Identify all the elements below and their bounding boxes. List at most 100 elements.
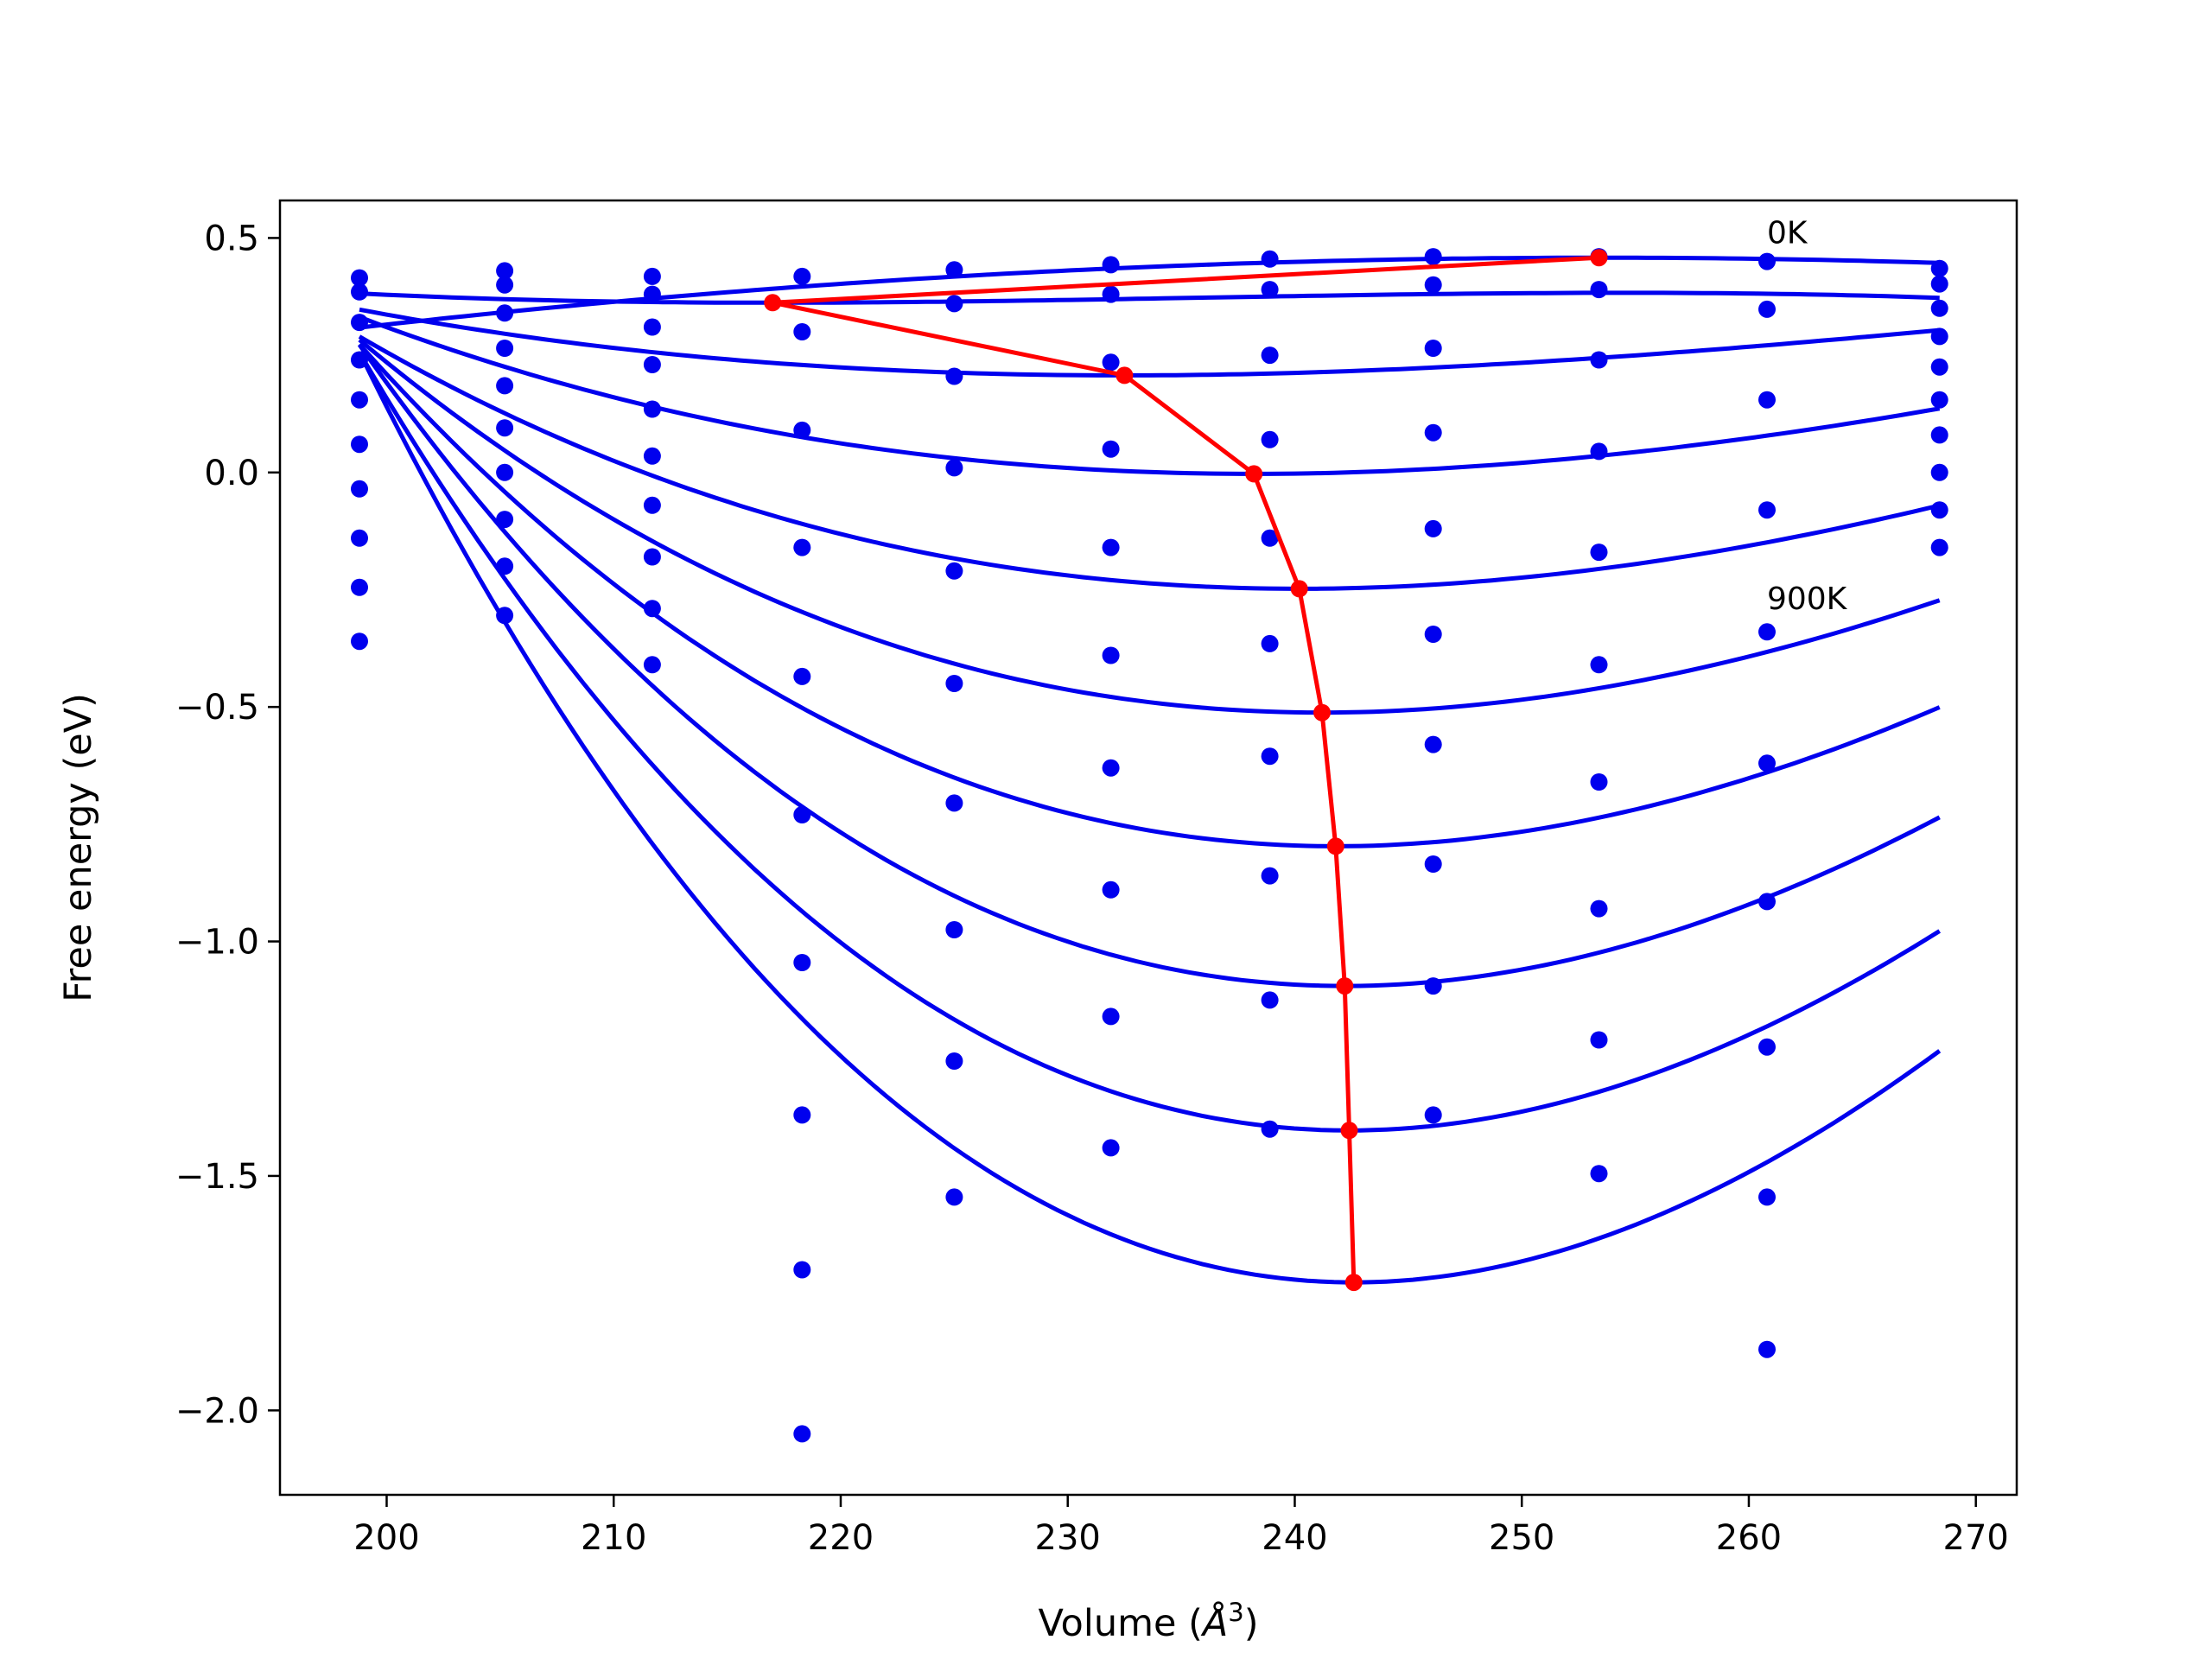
data-point xyxy=(643,318,661,336)
data-point xyxy=(351,480,368,498)
fit-curve-9 xyxy=(357,351,1942,1285)
data-point xyxy=(1758,1340,1776,1358)
fit-curve-1 xyxy=(359,290,1940,305)
data-point xyxy=(793,954,811,971)
data-point xyxy=(945,295,963,313)
minima-point xyxy=(764,294,782,312)
data-point xyxy=(1102,880,1120,899)
data-point xyxy=(1758,754,1776,772)
minima-point xyxy=(1290,580,1308,598)
fit-curve-3 xyxy=(359,315,1941,476)
y-tick-label: 0.5 xyxy=(204,219,259,258)
data-point xyxy=(1758,623,1776,641)
data-point xyxy=(351,529,368,547)
data-point xyxy=(1102,538,1120,556)
data-point xyxy=(643,447,661,465)
data-point xyxy=(643,496,661,514)
data-point xyxy=(351,351,368,369)
data-point xyxy=(351,632,368,651)
data-point xyxy=(496,304,514,322)
y-tick-label: −2.0 xyxy=(175,1391,259,1431)
y-tick-label: −0.5 xyxy=(175,688,259,728)
data-point xyxy=(1102,353,1120,372)
data-point xyxy=(1102,1007,1120,1026)
data-point xyxy=(351,578,368,596)
data-point xyxy=(945,921,963,938)
x-tick-label: 260 xyxy=(1716,1518,1782,1558)
fit-curve-5 xyxy=(358,338,1941,715)
data-point xyxy=(496,276,514,294)
fit-curves xyxy=(357,255,1942,1285)
temperature-annotations: 0K 900K xyxy=(1767,215,1848,616)
data-point xyxy=(1590,773,1608,791)
x-axis-ticks: 200 210 220 230 240 250 260 270 xyxy=(353,1495,2009,1558)
data-point xyxy=(1758,501,1776,519)
data-point xyxy=(1930,426,1948,444)
minima-path xyxy=(764,249,1608,1292)
data-point xyxy=(1930,275,1948,293)
data-point xyxy=(1930,327,1948,346)
minima-point xyxy=(1344,1274,1363,1292)
data-point xyxy=(1930,391,1948,409)
data-point xyxy=(1590,1031,1608,1049)
data-point xyxy=(351,435,368,454)
data-point xyxy=(1102,256,1120,274)
data-point xyxy=(1758,391,1776,409)
data-point xyxy=(351,283,368,301)
y-axis-title: Free energy (eV) xyxy=(57,693,100,1002)
data-point xyxy=(643,656,661,674)
minima-point xyxy=(1340,1122,1358,1140)
temperature-label: 900K xyxy=(1767,582,1848,617)
data-point xyxy=(1590,1165,1608,1183)
data-point xyxy=(643,400,661,418)
data-point xyxy=(1102,440,1120,458)
data-point xyxy=(1590,543,1608,562)
data-point xyxy=(1930,463,1948,481)
x-tick-label: 220 xyxy=(808,1518,874,1558)
data-point xyxy=(1424,855,1442,873)
y-tick-label: 0.0 xyxy=(204,454,259,493)
data-point xyxy=(1424,423,1442,442)
data-point xyxy=(1261,430,1279,448)
data-point xyxy=(1930,358,1948,376)
data-point xyxy=(1758,252,1776,270)
fit-curve-4 xyxy=(358,334,1941,591)
data-point xyxy=(945,1188,963,1206)
data-point xyxy=(1424,340,1442,357)
fit-curve-6 xyxy=(358,342,1941,849)
data-point xyxy=(1758,1188,1776,1206)
y-tick-label: −1.0 xyxy=(175,923,259,963)
temperature-label: 0K xyxy=(1767,215,1808,251)
data-point xyxy=(496,463,514,481)
x-tick-label: 200 xyxy=(353,1518,419,1558)
data-point xyxy=(1261,281,1279,299)
fit-curve-7 xyxy=(357,343,1941,988)
data-point xyxy=(793,323,811,340)
fit-curve-2 xyxy=(359,307,1940,378)
minima-point xyxy=(1326,837,1344,855)
data-point xyxy=(793,538,811,556)
data-point xyxy=(1261,1120,1279,1138)
data-point xyxy=(496,511,514,529)
y-tick-label: −1.5 xyxy=(175,1157,259,1197)
data-point xyxy=(1261,991,1279,1009)
data-point xyxy=(351,314,368,332)
data-point xyxy=(793,421,811,439)
data-point xyxy=(1424,248,1442,266)
data-point xyxy=(1102,1139,1120,1157)
data-point xyxy=(793,1106,811,1124)
data-point xyxy=(496,557,514,575)
x-axis-title: Volume (Å3) xyxy=(1038,1598,1258,1645)
x-tick-label: 230 xyxy=(1035,1518,1101,1558)
minima-point xyxy=(1336,977,1354,995)
data-point xyxy=(1261,346,1279,365)
data-point xyxy=(1261,529,1279,547)
data-point xyxy=(1758,893,1776,911)
data-point xyxy=(643,356,661,373)
minima-line xyxy=(770,255,1599,1283)
data-point xyxy=(1424,1106,1442,1124)
data-point xyxy=(793,1261,811,1279)
data-point xyxy=(1424,276,1442,294)
